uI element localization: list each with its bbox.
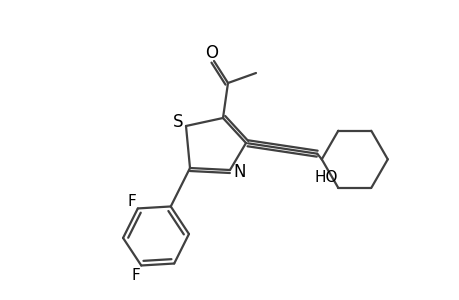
Text: N: N (233, 163, 246, 181)
Text: F: F (132, 268, 140, 283)
Text: F: F (127, 194, 136, 209)
Text: S: S (173, 113, 183, 131)
Text: HO: HO (313, 170, 337, 185)
Text: O: O (205, 44, 218, 62)
